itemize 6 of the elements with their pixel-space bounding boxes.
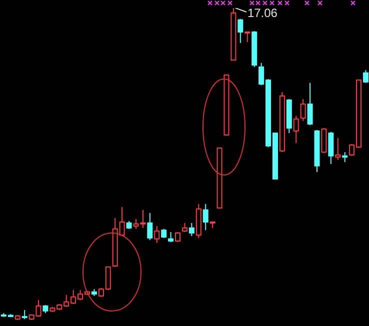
candlestick [202,203,208,231]
candlestick [335,138,341,160]
candlestick [196,203,202,238]
annotation: 17.06 [247,6,278,20]
candlestick [342,152,348,163]
candlestick [300,98,306,122]
